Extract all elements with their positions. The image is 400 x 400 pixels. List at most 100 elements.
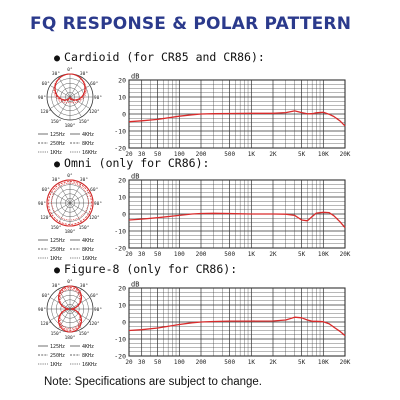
polar-angle-label: 60° bbox=[90, 187, 98, 193]
polar-angle-label: 120° bbox=[40, 215, 51, 221]
y-tick-label: 10 bbox=[118, 302, 126, 310]
legend-label: 4KHz bbox=[82, 344, 94, 350]
polar-curve bbox=[54, 73, 86, 102]
x-tick-label: 20 bbox=[125, 359, 133, 366]
polar-angle-label: 60° bbox=[90, 293, 98, 299]
legend-label: 8KHz bbox=[82, 247, 94, 253]
polar-pattern-figure-8: 0°30°30°60°60°90°90°120°120°150°150°180°… bbox=[38, 279, 102, 368]
y-tick-label: 20 bbox=[118, 177, 126, 185]
polar-curve bbox=[54, 73, 86, 101]
legend-label: 1KHz bbox=[50, 362, 62, 368]
x-tick-label: 50 bbox=[154, 151, 162, 158]
polar-pattern-cardioid: 0°30°30°60°60°90°90°120°120°150°150°180°… bbox=[38, 67, 102, 156]
legend-label: 4KHz bbox=[82, 132, 94, 138]
polar-curve bbox=[58, 287, 82, 331]
polar-angle-label: 150° bbox=[79, 225, 90, 231]
legend-label: 125Hz bbox=[50, 344, 65, 350]
polar-angle-label: 120° bbox=[89, 215, 100, 221]
polar-angle-label: 120° bbox=[40, 321, 51, 327]
legend-label: 1KHz bbox=[50, 256, 62, 262]
polar-angle-label: 60° bbox=[90, 81, 98, 87]
response-curve bbox=[128, 211, 346, 229]
y-tick-label: 10 bbox=[118, 94, 126, 102]
polar-angle-label: 90° bbox=[94, 201, 102, 207]
x-tick-label: 100 bbox=[174, 251, 185, 258]
legend-label: 250Hz bbox=[50, 141, 65, 147]
polar-angle-label: 30° bbox=[52, 283, 60, 289]
y-tick-label: -20 bbox=[114, 353, 126, 361]
x-tick-label: 500 bbox=[224, 359, 235, 366]
polar-angle-label: 90° bbox=[38, 307, 46, 313]
polar-angle-label: 0° bbox=[67, 67, 73, 73]
legend-label: 125Hz bbox=[50, 238, 65, 244]
page-title: FQ RESPONSE & POLAR PATTERN bbox=[30, 14, 352, 34]
x-tick-label: 30 bbox=[138, 151, 146, 158]
polar-angle-label: 0° bbox=[67, 279, 73, 285]
x-tick-label: 500 bbox=[224, 151, 235, 158]
y-tick-label: 0 bbox=[122, 111, 126, 119]
polar-angle-label: 90° bbox=[94, 307, 102, 313]
legend-label: 1KHz bbox=[50, 150, 62, 156]
polar-angle-label: 120° bbox=[40, 109, 51, 115]
x-tick-label: 200 bbox=[196, 359, 207, 366]
y-tick-label: -10 bbox=[114, 228, 126, 236]
y-tick-label: 10 bbox=[118, 194, 126, 202]
polar-curve bbox=[51, 182, 89, 221]
legend-label: 250Hz bbox=[50, 353, 65, 359]
y-tick-label: -20 bbox=[114, 245, 126, 253]
x-tick-label: 1K bbox=[248, 359, 256, 366]
x-tick-label: 30 bbox=[138, 359, 146, 366]
polar-spoke bbox=[58, 288, 82, 330]
polar-angle-label: 180° bbox=[65, 229, 76, 235]
x-tick-label: 10K bbox=[318, 151, 329, 158]
x-tick-label: 100 bbox=[174, 359, 185, 366]
polar-spoke bbox=[58, 182, 82, 224]
x-tick-label: 10K bbox=[318, 251, 329, 258]
response-curve bbox=[128, 316, 346, 337]
polar-angle-label: 120° bbox=[89, 321, 100, 327]
x-tick-label: 1K bbox=[248, 251, 256, 258]
polar-angle-label: 150° bbox=[51, 331, 62, 337]
y-axis-label: dB bbox=[131, 73, 139, 81]
section-label-cardioid: ● Cardioid (for CR85 and CR86): bbox=[54, 50, 265, 64]
legend-label: 125Hz bbox=[50, 132, 65, 138]
response-curve bbox=[128, 110, 346, 127]
polar-curve bbox=[57, 285, 83, 333]
polar-angle-label: 60° bbox=[42, 293, 50, 299]
polar-angle-label: 180° bbox=[65, 123, 76, 129]
polar-angle-label: 30° bbox=[52, 177, 60, 183]
legend-label: 4KHz bbox=[82, 238, 94, 244]
polar-angle-label: 150° bbox=[51, 225, 62, 231]
polar-angle-label: 90° bbox=[38, 95, 46, 101]
x-tick-label: 2K bbox=[269, 251, 277, 258]
plot-frame bbox=[128, 287, 346, 357]
x-tick-label: 5K bbox=[298, 359, 306, 366]
polar-spoke bbox=[58, 76, 82, 118]
x-tick-label: 100 bbox=[174, 151, 185, 158]
legend-label: 8KHz bbox=[82, 353, 94, 359]
x-tick-label: 2K bbox=[269, 359, 277, 366]
polar-angle-label: 150° bbox=[79, 331, 90, 337]
legend-label: 16KHz bbox=[82, 150, 97, 156]
x-tick-label: 20K bbox=[340, 251, 351, 258]
section-label-omni: ● Omni (only for CR86): bbox=[54, 156, 210, 170]
x-tick-label: 500 bbox=[224, 251, 235, 258]
x-tick-label: 20 bbox=[125, 251, 133, 258]
polar-angle-label: 180° bbox=[65, 335, 76, 341]
legend-label: 250Hz bbox=[50, 247, 65, 253]
y-tick-label: -10 bbox=[114, 336, 126, 344]
x-tick-label: 20K bbox=[340, 359, 351, 366]
y-tick-label: 0 bbox=[122, 211, 126, 219]
plot-frame bbox=[128, 79, 346, 149]
section-label-figure-8: ● Figure-8 (only for CR86): bbox=[54, 262, 238, 276]
legend-label: 16KHz bbox=[82, 362, 97, 368]
polar-angle-label: 60° bbox=[42, 81, 50, 87]
x-tick-label: 5K bbox=[298, 251, 306, 258]
x-tick-label: 2K bbox=[269, 151, 277, 158]
plot-frame bbox=[128, 179, 346, 249]
polar-angle-label: 60° bbox=[42, 187, 50, 193]
polar-curve bbox=[53, 73, 87, 104]
y-tick-label: -10 bbox=[114, 128, 126, 136]
